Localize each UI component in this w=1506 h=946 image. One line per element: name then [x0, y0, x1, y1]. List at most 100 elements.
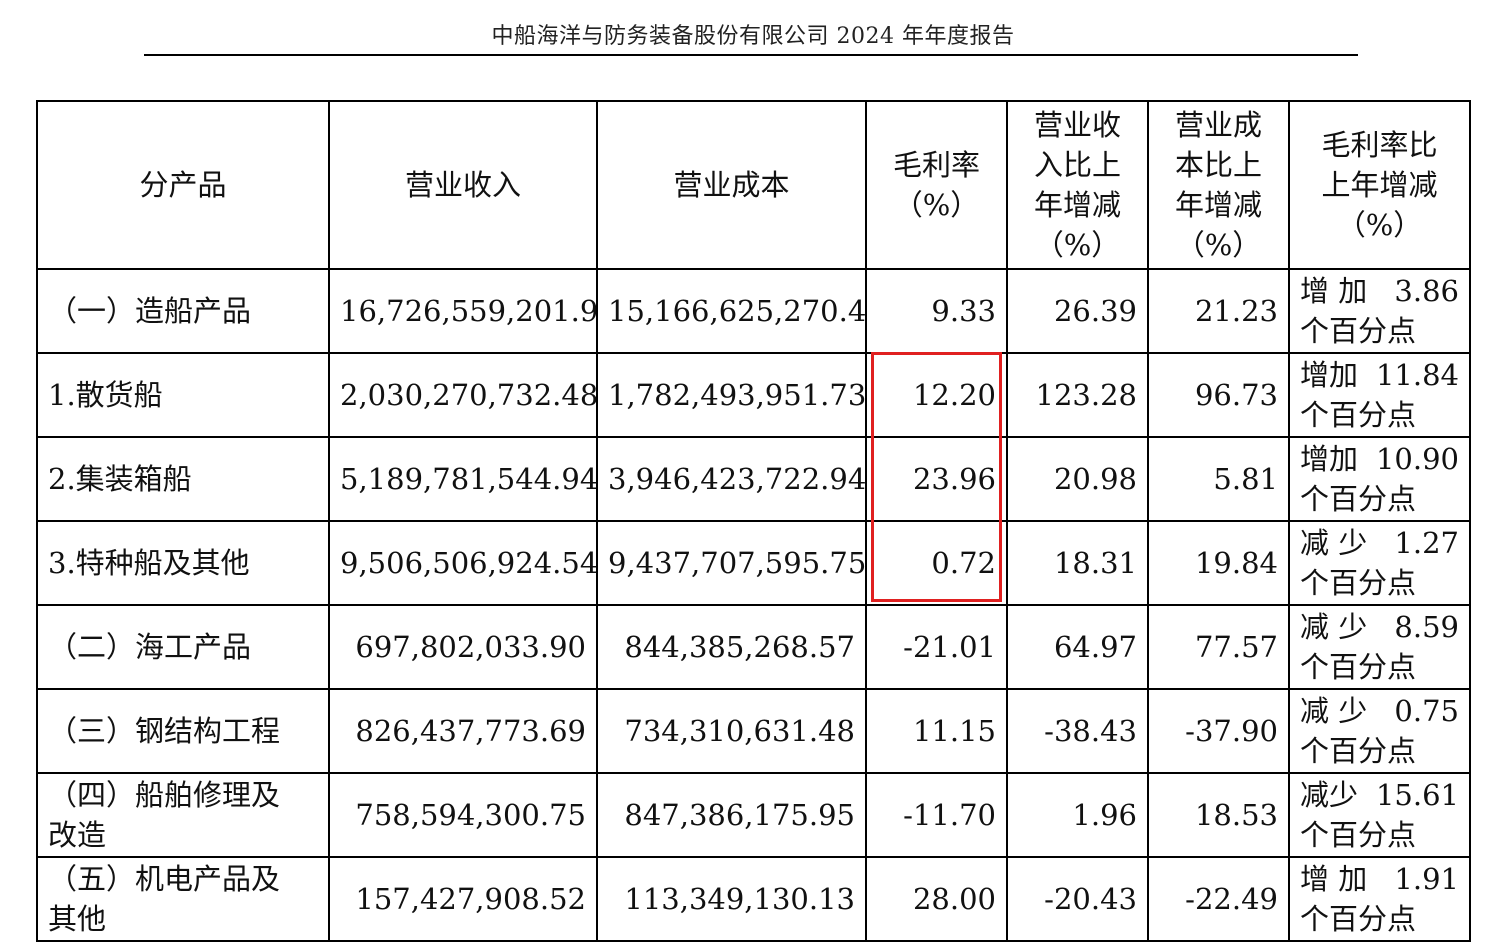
cell-gross-margin: 0.72: [865, 520, 1008, 606]
cell-revenue-change: 20.98: [1006, 436, 1149, 522]
cell-product: （二）海工产品: [36, 604, 330, 690]
cell-gross-margin: 11.15: [865, 688, 1008, 774]
header-rule: [144, 54, 1358, 56]
cell-product: （四）船舶修理及 改造: [36, 772, 330, 858]
cell-revenue: 157,427,908.52: [328, 856, 598, 942]
header-cost-change: 营业成 本比上 年增减 （%）: [1147, 100, 1290, 270]
header-gross-margin: 毛利率 （%）: [865, 100, 1008, 270]
cell-cost-change: 18.53: [1147, 772, 1290, 858]
cell-revenue: 5,189,781,544.94: [328, 436, 598, 522]
cell-margin-change: 增 加 1.91 个百分点: [1288, 856, 1471, 942]
change-value: 1.27: [1394, 526, 1459, 560]
product-segment-table: 分产品 营业收入 营业成本 毛利率 （%） 营业收 入比上 年增减 （%） 营业…: [36, 100, 1471, 942]
cell-revenue: 697,802,033.90: [328, 604, 598, 690]
cell-revenue-change: -38.43: [1006, 688, 1149, 774]
cell-product: （五）机电产品及 其他: [36, 856, 330, 942]
change-value: 10.90: [1375, 442, 1459, 476]
cell-cost: 3,946,423,722.94: [596, 436, 867, 522]
cell-revenue-change: -20.43: [1006, 856, 1149, 942]
cell-margin-change: 增加 10.90 个百分点: [1288, 436, 1471, 522]
cell-revenue: 2,030,270,732.48: [328, 352, 598, 438]
change-value: 0.75: [1394, 694, 1459, 728]
cell-product: （一）造船产品: [36, 268, 330, 354]
table-row: （二）海工产品 697,802,033.90 844,385,268.57 -21.0…: [36, 604, 1471, 690]
table-body: （一）造船产品 16,726,559,201.96 15,166,625,270.4…: [36, 268, 1471, 942]
cell-product: （三）钢结构工程: [36, 688, 330, 774]
cell-cost: 847,386,175.95: [596, 772, 867, 858]
header-revenue-change: 营业收 入比上 年增减 （%）: [1006, 100, 1149, 270]
cell-gross-margin: 9.33: [865, 268, 1008, 354]
cell-cost-change: 96.73: [1147, 352, 1290, 438]
change-unit: 个百分点: [1300, 650, 1417, 684]
cell-cost: 113,349,130.13: [596, 856, 867, 942]
cell-gross-margin: 28.00: [865, 856, 1008, 942]
change-unit: 个百分点: [1300, 734, 1417, 768]
cell-gross-margin: -11.70: [865, 772, 1008, 858]
change-unit: 个百分点: [1300, 566, 1417, 600]
cell-product: 2.集装箱船: [36, 436, 330, 522]
cell-cost-change: 19.84: [1147, 520, 1290, 606]
cell-cost: 1,782,493,951.73: [596, 352, 867, 438]
change-direction: 减 少: [1300, 610, 1368, 644]
cell-margin-change: 增 加 3.86 个百分点: [1288, 268, 1471, 354]
cell-revenue-change: 1.96: [1006, 772, 1149, 858]
change-unit: 个百分点: [1300, 398, 1417, 432]
table-row: （三）钢结构工程 826,437,773.69 734,310,631.48 11.1…: [36, 688, 1471, 774]
change-unit: 个百分点: [1300, 482, 1417, 516]
table-row: （四）船舶修理及 改造 758,594,300.75 847,386,175.95 -1…: [36, 772, 1471, 858]
change-unit: 个百分点: [1300, 818, 1417, 852]
change-value: 8.59: [1394, 610, 1459, 644]
table-header-row: 分产品 营业收入 营业成本 毛利率 （%） 营业收 入比上 年增减 （%） 营业…: [36, 100, 1471, 270]
cell-product: 3.特种船及其他: [36, 520, 330, 606]
cell-cost: 844,385,268.57: [596, 604, 867, 690]
page-header: 中船海洋与防务装备股份有限公司 2024 年年度报告: [491, 24, 1015, 49]
cell-revenue-change: 18.31: [1006, 520, 1149, 606]
cell-revenue: 758,594,300.75: [328, 772, 598, 858]
header-revenue: 营业收入: [328, 100, 598, 270]
header-margin-change: 毛利率比 上年增减 （%）: [1288, 100, 1471, 270]
cell-cost-change: 77.57: [1147, 604, 1290, 690]
change-value: 15.61: [1375, 778, 1459, 812]
cell-cost-change: -37.90: [1147, 688, 1290, 774]
cell-product: 1.散货船: [36, 352, 330, 438]
cell-gross-margin: 23.96: [865, 436, 1008, 522]
change-direction: 减少: [1300, 778, 1359, 812]
cell-cost: 9,437,707,595.75: [596, 520, 867, 606]
table-row: 1.散货船 2,030,270,732.48 1,782,493,951.73 12.…: [36, 352, 1471, 438]
cell-cost-change: 5.81: [1147, 436, 1290, 522]
cell-gross-margin: 12.20: [865, 352, 1008, 438]
change-direction: 增 加: [1300, 274, 1368, 308]
cell-margin-change: 减少 15.61 个百分点: [1288, 772, 1471, 858]
cell-margin-change: 减 少 8.59 个百分点: [1288, 604, 1471, 690]
header-product: 分产品: [36, 100, 330, 270]
cell-revenue: 9,506,506,924.54: [328, 520, 598, 606]
change-value: 1.91: [1394, 862, 1459, 896]
cell-revenue-change: 26.39: [1006, 268, 1149, 354]
change-direction: 减 少: [1300, 694, 1368, 728]
cell-cost: 734,310,631.48: [596, 688, 867, 774]
change-direction: 增加: [1300, 358, 1359, 392]
change-value: 11.84: [1375, 358, 1459, 392]
cell-revenue-change: 64.97: [1006, 604, 1149, 690]
change-unit: 个百分点: [1300, 902, 1417, 936]
cell-revenue: 16,726,559,201.96: [328, 268, 598, 354]
cell-margin-change: 减 少 1.27 个百分点: [1288, 520, 1471, 606]
cell-margin-change: 减 少 0.75 个百分点: [1288, 688, 1471, 774]
cell-gross-margin: -21.01: [865, 604, 1008, 690]
cell-margin-change: 增加 11.84 个百分点: [1288, 352, 1471, 438]
table-row: （五）机电产品及 其他 157,427,908.52 113,349,130.13 28…: [36, 856, 1471, 942]
change-value: 3.86: [1394, 274, 1459, 308]
change-unit: 个百分点: [1300, 314, 1417, 348]
change-direction: 增加: [1300, 442, 1359, 476]
change-direction: 减 少: [1300, 526, 1368, 560]
cell-revenue: 826,437,773.69: [328, 688, 598, 774]
cell-revenue-change: 123.28: [1006, 352, 1149, 438]
header-cost: 营业成本: [596, 100, 867, 270]
cell-cost-change: -22.49: [1147, 856, 1290, 942]
change-direction: 增 加: [1300, 862, 1368, 896]
table-row: （一）造船产品 16,726,559,201.96 15,166,625,270.4…: [36, 268, 1471, 354]
cell-cost: 15,166,625,270.42: [596, 268, 867, 354]
table-row: 2.集装箱船 5,189,781,544.94 3,946,423,722.94 23…: [36, 436, 1471, 522]
table-row: 3.特种船及其他 9,506,506,924.54 9,437,707,595.75…: [36, 520, 1471, 606]
cell-cost-change: 21.23: [1147, 268, 1290, 354]
